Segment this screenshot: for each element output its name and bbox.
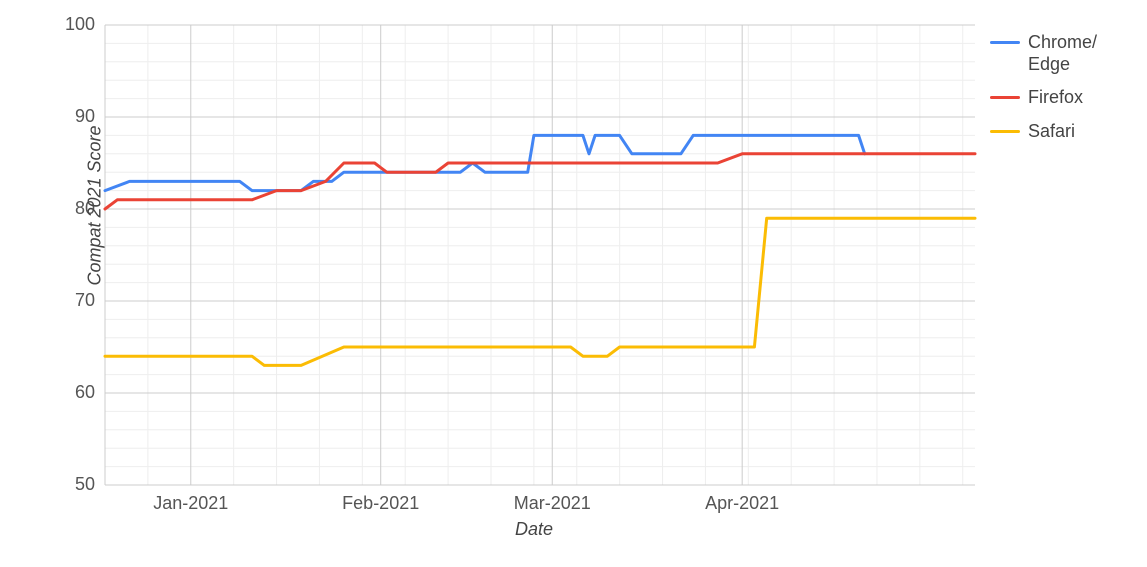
y-axis-title: Compat 2021 Score [85, 125, 106, 285]
x-tick-label: Mar-2021 [507, 493, 597, 514]
legend-label: Firefox [1028, 87, 1083, 109]
series-line-safari [105, 218, 975, 365]
legend-item-safari: Safari [990, 121, 1097, 143]
legend-item-firefox: Firefox [990, 87, 1097, 109]
y-tick-label: 70 [75, 290, 95, 311]
x-tick-label: Feb-2021 [336, 493, 426, 514]
legend: Chrome/ Edge Firefox Safari [990, 32, 1097, 142]
chart-container: 5060708090100 Jan-2021Feb-2021Mar-2021Ap… [0, 0, 1147, 567]
y-tick-label: 90 [75, 106, 95, 127]
legend-item-chrome-edge: Chrome/ Edge [990, 32, 1097, 75]
y-tick-label: 60 [75, 382, 95, 403]
y-tick-label: 100 [65, 14, 95, 35]
x-axis-title: Date [515, 519, 553, 540]
legend-label: Safari [1028, 121, 1075, 143]
y-tick-label: 50 [75, 474, 95, 495]
x-tick-label: Jan-2021 [146, 493, 236, 514]
legend-swatch [990, 130, 1020, 133]
x-tick-label: Apr-2021 [697, 493, 787, 514]
legend-label: Chrome/ Edge [1028, 32, 1097, 75]
legend-swatch [990, 96, 1020, 99]
legend-swatch [990, 41, 1020, 44]
compat-score-line-chart [0, 0, 1147, 567]
